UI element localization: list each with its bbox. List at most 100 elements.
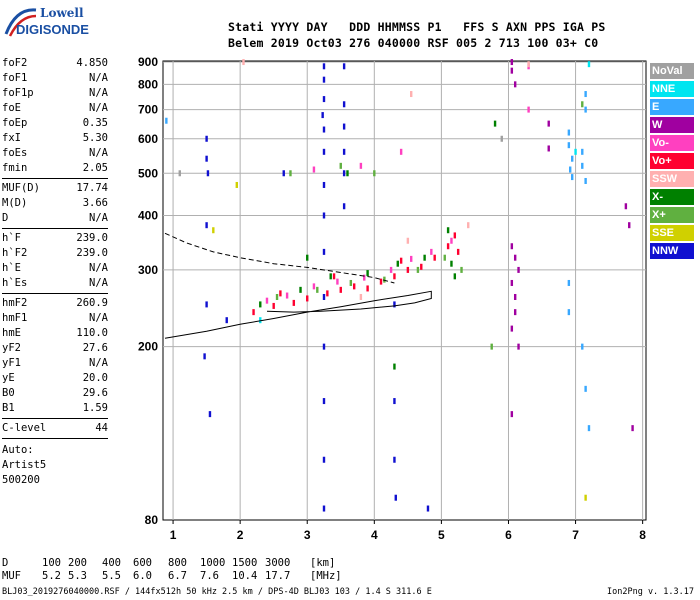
trace-point-nnw (394, 494, 397, 501)
trace-point-xplus (289, 170, 292, 177)
param-label: B0 (2, 387, 15, 399)
trace-point-e (567, 129, 571, 136)
trace-point-voplus (306, 295, 309, 302)
trace-point-w (513, 254, 517, 261)
trace-point-nnw (342, 123, 346, 130)
param-label: h`E (2, 262, 21, 274)
muf-cell: [km] (310, 557, 336, 569)
trace-point-voplus (279, 290, 282, 297)
trace-point-voplus (393, 273, 396, 280)
trace-point-xminus (396, 260, 399, 267)
trace-point-voplus (453, 232, 457, 239)
param-value: 239.0 (76, 247, 108, 259)
trace-point-e (571, 155, 574, 162)
param-row: D N/A (2, 211, 108, 226)
trace-point-ssw (242, 59, 245, 66)
param-label: yF1 (2, 357, 21, 369)
trace-point-voplus (433, 254, 436, 261)
muf-cell: [MHz] (310, 570, 342, 582)
trace-point-nnw (205, 135, 208, 142)
x-tick-label: 2 (237, 528, 244, 542)
trace-point-e (567, 279, 571, 286)
trace-point-e (571, 174, 574, 181)
trace-point-xminus (306, 254, 309, 261)
trace-point-vominus (312, 166, 316, 173)
trace-point-xplus (383, 276, 386, 283)
param-row: yF2 27.6 (2, 341, 108, 356)
trace-point-ssw (410, 91, 413, 98)
trace-point-e (584, 177, 587, 184)
muf-row-label: MUF (2, 570, 21, 582)
trace-point-nnw (205, 155, 208, 162)
logo-brand-bottom: DIGISONDE (16, 22, 89, 37)
param-label: hmE (2, 327, 21, 339)
trace-point-xminus (329, 273, 332, 280)
trace-point-nnw (208, 411, 212, 418)
trace-point-ssw (527, 61, 530, 68)
x-tick-label: 3 (304, 528, 311, 542)
trace-point-vominus (265, 297, 269, 304)
trace-point-ssw (359, 293, 363, 300)
profile-dashed-line (164, 232, 395, 284)
file-info-line: BLJ03_2019276040000.RSF / 144fx512h 50 k… (2, 587, 432, 597)
trace-point-w (624, 203, 628, 210)
trace-point-vominus (336, 278, 339, 285)
trace-point-nnw (393, 398, 396, 405)
param-value: 27.6 (82, 342, 108, 354)
param-value: 110.0 (76, 327, 108, 339)
param-row: B1 1.59 (2, 401, 108, 416)
x-tick-label: 4 (371, 528, 378, 542)
trace-point-voplus (339, 286, 342, 293)
muf-cell: 5.2 (42, 570, 61, 582)
trace-point-voplus (326, 290, 329, 297)
muf-cell: 100 (42, 557, 61, 569)
param-value: 20.0 (82, 372, 108, 384)
param-label: hmF1 (2, 312, 28, 324)
trace-point-xminus (450, 260, 453, 267)
param-separator (2, 418, 108, 419)
trace-point-voplus (272, 302, 275, 309)
trace-point-vominus (312, 283, 316, 290)
legend-item-w: W (650, 117, 694, 133)
trace-point-w (510, 325, 514, 332)
auto-scaling-2: Artist5 (2, 459, 47, 471)
trace-point-vominus (410, 255, 413, 262)
header-line-1: Stati YYYY DAY DDD HHMMSS P1 FFS S AXN P… (228, 20, 606, 34)
trace-point-nnw (322, 505, 326, 512)
legend-item-nnw: NNW (650, 243, 694, 259)
param-label: fmin (2, 162, 28, 174)
legend-item-nne: NNE (650, 81, 694, 97)
param-row: h`Es N/A (2, 276, 108, 291)
param-separator (2, 438, 108, 439)
trace-point-nnw (203, 353, 206, 360)
param-separator (2, 228, 108, 229)
trace-point-nnw (393, 456, 396, 463)
param-label: foF1 (2, 72, 28, 84)
param-value: 5.30 (82, 132, 108, 144)
param-label: yF2 (2, 342, 21, 354)
param-value: 0.35 (82, 117, 108, 129)
trace-point-voplus (366, 285, 369, 292)
auto-scaling-1: Auto: (2, 444, 34, 456)
param-row: foF1 N/A (2, 71, 108, 86)
trace-point-nnw (205, 301, 208, 308)
trace-point-vominus (359, 162, 363, 169)
muf-row-label: D (2, 557, 9, 569)
trace-point-voplus (332, 273, 336, 280)
muf-cell: 3000 (265, 557, 291, 569)
y-tick-label: 80 (145, 513, 159, 527)
trace-point-xminus (346, 170, 349, 177)
trace-point-nnw (322, 148, 326, 155)
muf-cell: 6.0 (133, 570, 152, 582)
x-tick-label: 6 (505, 528, 512, 542)
muf-cell: 5.3 (68, 570, 87, 582)
trace-point-nnw (342, 148, 346, 155)
trace-point-nnw (426, 505, 430, 512)
param-label: yE (2, 372, 15, 384)
param-row: foF2 4.850 (2, 56, 108, 71)
trace-point-nne (574, 148, 577, 155)
trace-point-nnw (342, 203, 346, 210)
legend-item-vo-plus: Vo+ (650, 153, 694, 169)
trace-point-nnw (322, 212, 326, 219)
legend-item-e: E (650, 99, 694, 115)
